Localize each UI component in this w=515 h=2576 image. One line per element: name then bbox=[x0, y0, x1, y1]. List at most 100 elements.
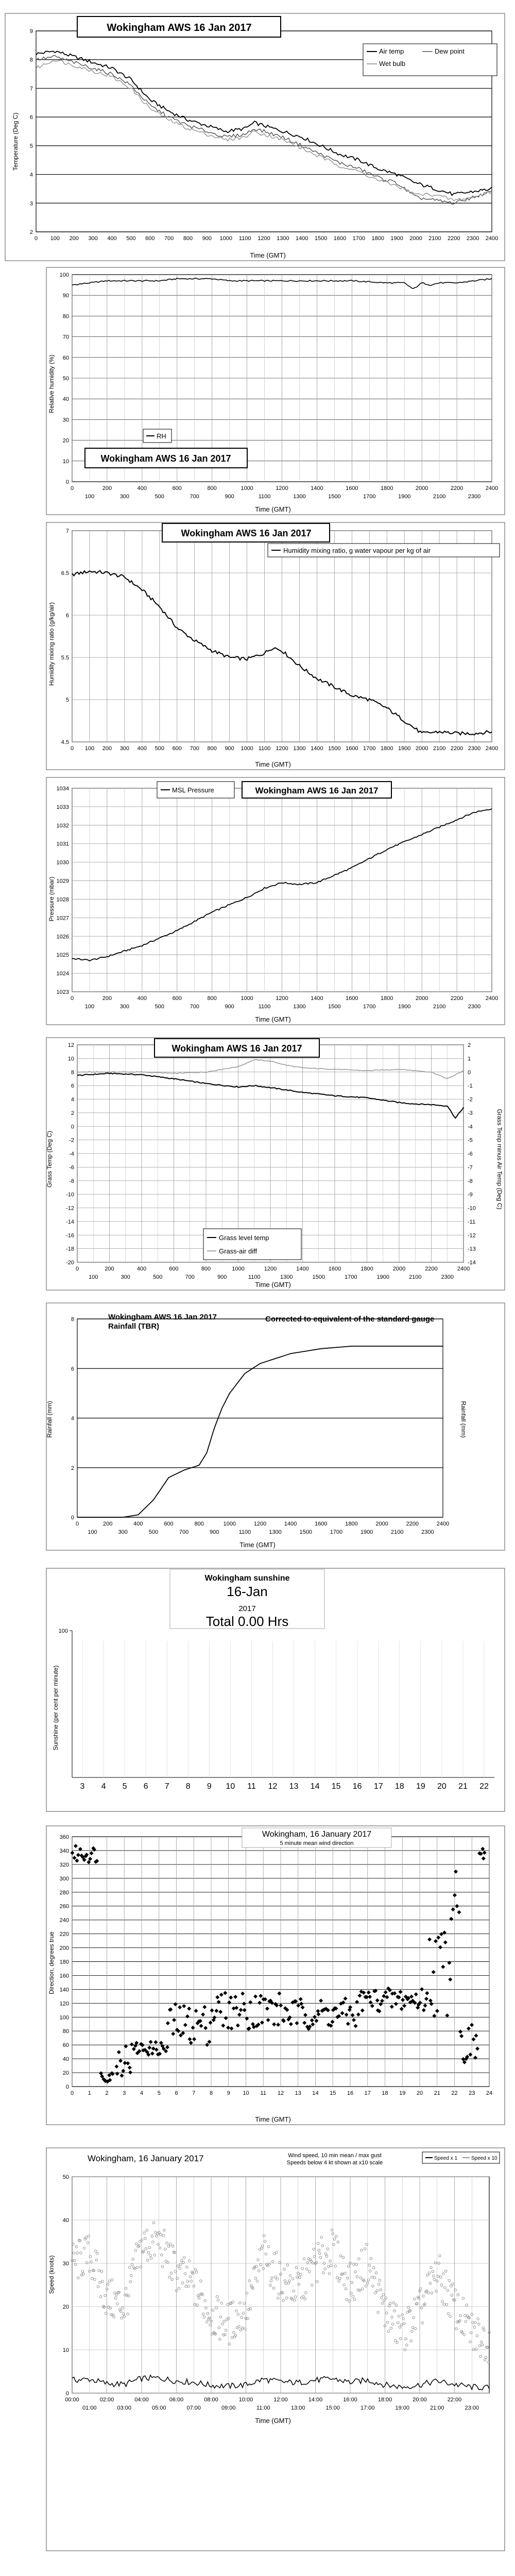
y-tick-label: 80 bbox=[63, 2028, 69, 2035]
speed-x10-marker bbox=[486, 2346, 489, 2349]
wind-direction-point bbox=[406, 1996, 411, 2001]
wind-direction-point bbox=[421, 2008, 426, 2012]
speed-x10-marker bbox=[383, 2324, 387, 2328]
legend-mixing-ratio: Humidity mixing ratio, g water vapour pe… bbox=[283, 547, 431, 554]
speed-x10-marker bbox=[399, 2337, 402, 2341]
wind-direction-point bbox=[389, 2004, 394, 2009]
wind-direction-point bbox=[439, 1932, 444, 1937]
y-tick-label: 1032 bbox=[57, 823, 69, 829]
speed-x10-marker bbox=[184, 2285, 187, 2288]
speed-x10-marker bbox=[297, 2272, 300, 2275]
x-tick-label: 2300 bbox=[467, 235, 479, 242]
speed-x10-marker bbox=[277, 2296, 280, 2300]
wind-direction-point bbox=[270, 2001, 274, 2005]
legend-box bbox=[363, 43, 497, 76]
x-tick-label: 400 bbox=[137, 1266, 146, 1272]
speed-x10-marker bbox=[333, 2238, 336, 2241]
x-tick-label: 300 bbox=[88, 235, 97, 242]
speed-x10-marker bbox=[230, 2336, 234, 2339]
speed-x10-marker bbox=[197, 2296, 201, 2300]
speed-x10-marker bbox=[123, 2315, 126, 2318]
speed-x10-marker bbox=[254, 2277, 257, 2280]
x-tick-label: 14 bbox=[311, 1782, 320, 1791]
x-tick-label: 600 bbox=[173, 995, 182, 1002]
speed-x10-marker bbox=[464, 2314, 467, 2317]
speed-x10-marker bbox=[221, 2323, 224, 2326]
wind-direction-point bbox=[215, 1995, 220, 1999]
speed-x10-marker bbox=[446, 2289, 449, 2292]
speed-x10-marker bbox=[387, 2330, 390, 2333]
speed-x10-marker bbox=[403, 2348, 407, 2351]
x-tick-label: 1600 bbox=[346, 485, 358, 492]
x-tick-label: 900 bbox=[210, 1529, 219, 1535]
wind-direction-point bbox=[368, 1994, 372, 1999]
wind-direction-point bbox=[137, 2049, 142, 2054]
speed-x10-marker bbox=[306, 2261, 310, 2264]
y-tick-label: 80 bbox=[63, 313, 69, 319]
x-axis-label: Time (GMT) bbox=[255, 505, 291, 513]
x-tick-label: 100 bbox=[85, 1004, 94, 1010]
speed-x10-marker bbox=[222, 2319, 226, 2323]
speed-x10-marker bbox=[349, 2262, 352, 2265]
legend-msl-pressure: MSL Pressure bbox=[172, 786, 214, 794]
wind-direction-point bbox=[205, 2042, 210, 2047]
speed-x10-marker bbox=[447, 2312, 450, 2315]
speed-x10-marker bbox=[282, 2299, 285, 2302]
wind-direction-point bbox=[187, 2006, 192, 2011]
speed-x10-marker bbox=[348, 2299, 351, 2303]
speed-x10-marker bbox=[434, 2261, 437, 2264]
speed-x10-marker bbox=[435, 2290, 438, 2293]
speed-x10-marker bbox=[157, 2243, 160, 2246]
speed-x10-marker bbox=[390, 2315, 393, 2319]
x-tick-label: 1000 bbox=[220, 235, 232, 242]
speed-x10-marker bbox=[432, 2274, 435, 2278]
wind-direction-point bbox=[226, 2025, 230, 2030]
speed-x10-marker bbox=[339, 2254, 342, 2258]
speed-x10-marker bbox=[410, 2330, 414, 2333]
wind-direction-point bbox=[337, 2014, 341, 2019]
speed-x10-marker bbox=[213, 2332, 216, 2335]
y-tick-label-right: -1 bbox=[468, 1083, 473, 1089]
legend-box bbox=[267, 543, 500, 557]
x-tick-label: 1200 bbox=[264, 1266, 277, 1272]
wind-direction-point bbox=[224, 2016, 228, 2021]
x-tick-label: 2300 bbox=[468, 745, 480, 752]
x-tick-label: 2000 bbox=[416, 745, 428, 752]
x-tick-label: 1400 bbox=[311, 485, 323, 492]
speed-x10-marker bbox=[180, 2259, 183, 2262]
speed-x10-marker bbox=[259, 2263, 262, 2266]
speed-x10-marker bbox=[346, 2277, 349, 2280]
y-tick-label: 240 bbox=[60, 1918, 69, 1924]
wind-direction-point bbox=[183, 2023, 187, 2027]
chart-title: Wokingham, 16 January 2017 bbox=[262, 1830, 371, 1839]
speed-x10-marker bbox=[404, 2337, 407, 2341]
speed-x10-marker bbox=[263, 2234, 266, 2238]
speed-x10-marker bbox=[246, 2317, 249, 2320]
speed-x10-marker bbox=[153, 2253, 157, 2257]
speed-x10-marker bbox=[74, 2263, 77, 2266]
speed-x10-marker bbox=[151, 2240, 154, 2244]
wind-direction-point bbox=[379, 2002, 383, 2006]
x-tick-label: 2 bbox=[105, 2090, 108, 2096]
wind-direction-point bbox=[139, 2042, 144, 2046]
speed-x10-marker bbox=[407, 2310, 411, 2313]
pressure-chart: 1023 1024 1025 1026 1027 1028 1029 1030 1031 1032… bbox=[46, 777, 505, 1025]
speed-x10-marker bbox=[179, 2263, 182, 2266]
speed-x10-marker bbox=[106, 2283, 109, 2286]
title-box bbox=[162, 523, 330, 543]
wind-direction-point bbox=[165, 2045, 169, 2049]
x-tick-label: 1600 bbox=[329, 1266, 341, 1272]
mixing-ratio-chart: 4.5 5 5.5 6 6.5 7 0 100 200 300 400 500 600 700 800 900… bbox=[46, 522, 505, 770]
wind-direction-point bbox=[299, 2002, 304, 2006]
x-tick-label: 23:00 bbox=[465, 2405, 479, 2411]
chart-title: Wokingham AWS 16 Jan 2017 bbox=[100, 453, 231, 464]
x-tick-label: 500 bbox=[126, 235, 135, 242]
x-tick-label: 22 bbox=[479, 1782, 489, 1791]
wind-direction-point bbox=[192, 2037, 197, 2041]
speed-x10-marker bbox=[196, 2303, 199, 2307]
speed-x10-marker bbox=[374, 2272, 378, 2275]
x-tick-label: 700 bbox=[164, 235, 174, 242]
x-tick-label: 17 bbox=[365, 2090, 371, 2096]
wind-direction-point bbox=[288, 2022, 293, 2026]
x-tick-label: 18 bbox=[395, 1782, 404, 1791]
